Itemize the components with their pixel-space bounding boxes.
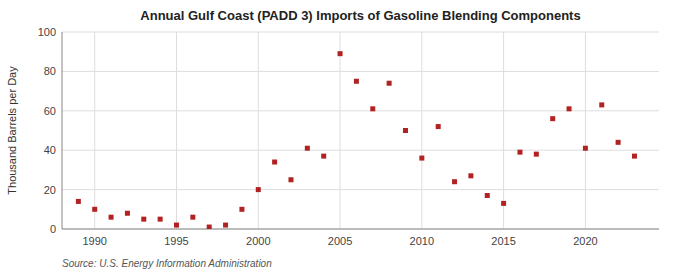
title: Annual Gulf Coast (PADD 3) Imports of Ga…	[140, 8, 580, 23]
point	[272, 160, 277, 165]
point	[354, 79, 359, 84]
point	[501, 201, 506, 206]
y-tick-label: 40	[44, 144, 56, 156]
point	[76, 199, 81, 204]
point	[534, 152, 539, 157]
point	[550, 116, 555, 121]
point	[125, 211, 130, 216]
point	[485, 193, 490, 198]
point	[174, 223, 179, 228]
point	[223, 223, 228, 228]
point	[468, 173, 473, 178]
y-grid-line	[62, 32, 659, 33]
grid	[62, 32, 659, 229]
point	[305, 146, 310, 151]
chart: 0 20 40 60 80 100 1990 1995 2000 2005 2010 2015 2020…	[0, 0, 675, 275]
point	[239, 207, 244, 212]
point	[370, 106, 375, 111]
x-tick-label: 2005	[328, 235, 352, 247]
x-grid-line	[585, 32, 586, 229]
point	[338, 51, 343, 56]
source-note: Source: U.S. Energy Information Administ…	[62, 258, 272, 269]
y-tick-label: 0	[50, 223, 56, 235]
x-tick-label: 2000	[246, 235, 270, 247]
y-tick-label: 80	[44, 65, 56, 77]
x-grid-line	[176, 32, 177, 229]
x-tick-label: 2015	[491, 235, 515, 247]
point	[567, 106, 572, 111]
point	[387, 81, 392, 86]
point	[109, 215, 114, 220]
x-axis-line	[62, 229, 659, 230]
x-tick-label: 1990	[82, 235, 106, 247]
point	[419, 156, 424, 161]
point	[92, 207, 97, 212]
point	[256, 187, 261, 192]
y-tick-label: 20	[44, 184, 56, 196]
points	[76, 51, 637, 229]
x-tick-label: 1995	[164, 235, 188, 247]
point	[190, 215, 195, 220]
point	[616, 140, 621, 145]
point	[158, 217, 163, 222]
y-axis-line	[62, 32, 63, 229]
point	[517, 150, 522, 155]
point	[403, 128, 408, 133]
y-grid-line	[62, 150, 659, 151]
x-grid-line	[503, 32, 504, 229]
y-axis-label: Thousand Barrels per Day	[6, 66, 18, 195]
y-grid-line	[62, 71, 659, 72]
point	[599, 102, 604, 107]
x-grid-line	[421, 32, 422, 229]
y-tick-label: 100	[38, 26, 56, 38]
point	[321, 154, 326, 159]
x-grid-line	[258, 32, 259, 229]
point	[583, 146, 588, 151]
point	[436, 124, 441, 129]
x-grid-line	[340, 32, 341, 229]
point	[207, 225, 212, 229]
x-tick-label: 2020	[573, 235, 597, 247]
y-grid-line	[62, 189, 659, 190]
point	[632, 154, 637, 159]
point	[452, 179, 457, 184]
point	[288, 177, 293, 182]
y-tick-label: 60	[44, 105, 56, 117]
point	[141, 217, 146, 222]
x-tick-label: 2010	[410, 235, 434, 247]
y-grid-line	[62, 229, 659, 230]
x-grid-line	[94, 32, 95, 229]
